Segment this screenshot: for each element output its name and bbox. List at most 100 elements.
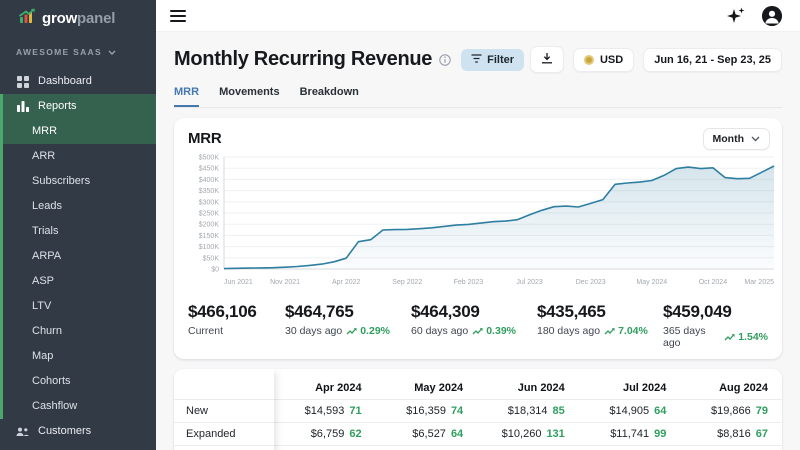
stat-label: 180 days ago 7.04% bbox=[537, 325, 648, 337]
sidebar-item-map[interactable]: Map bbox=[32, 350, 54, 362]
mrr-stats-row: $466,106 Current $464,765 30 days ago 0.… bbox=[188, 302, 768, 349]
export-download-button[interactable] bbox=[529, 46, 564, 73]
currency-label: USD bbox=[599, 53, 624, 66]
filter-button[interactable]: Filter bbox=[461, 48, 525, 71]
top-bar bbox=[156, 0, 800, 32]
sidebar-item-trials[interactable]: Trials bbox=[32, 225, 59, 237]
stat-change: 0.29% bbox=[346, 325, 390, 337]
user-avatar[interactable] bbox=[762, 5, 782, 26]
stat-change: 1.54% bbox=[724, 331, 768, 343]
table-cell: $16,359 74 bbox=[406, 405, 464, 417]
stat-value: $464,765 bbox=[285, 302, 354, 321]
sidebar-item-customers[interactable]: Customers bbox=[0, 419, 156, 444]
svg-text:$50K: $50K bbox=[203, 255, 220, 262]
reports-group: Reports MRR ARR Subscribers Leads Trials… bbox=[0, 94, 156, 419]
sidebar-item-reports[interactable]: Reports bbox=[3, 94, 156, 119]
sidebar-item-label: Dashboard bbox=[38, 75, 92, 87]
svg-text:$300K: $300K bbox=[199, 199, 220, 206]
trend-up-icon bbox=[724, 333, 735, 340]
column-header: Jul 2024 bbox=[622, 382, 667, 394]
table-label-column: New Expanded Reactivated bbox=[174, 369, 274, 450]
table-cell: $11,741 99 bbox=[610, 428, 667, 440]
brand-name: growpanel bbox=[42, 10, 116, 27]
column-header: May 2024 bbox=[414, 382, 464, 394]
coin-icon bbox=[583, 54, 594, 65]
sidebar-item-label: Reports bbox=[38, 100, 77, 112]
table-cell: $3,24813 bbox=[376, 446, 478, 450]
sidebar-item-label: Customers bbox=[38, 425, 92, 437]
period-select[interactable]: Month bbox=[702, 128, 770, 150]
date-range-label: Jun 16, 21 - Sep 23, 25 bbox=[654, 53, 771, 66]
currency-button[interactable]: USD bbox=[572, 47, 635, 72]
table-cell: $3,25614 bbox=[680, 446, 782, 450]
table-cell: $6,759 62 bbox=[310, 428, 362, 440]
chart-title: MRR bbox=[188, 130, 222, 147]
column-header: Apr 2024 bbox=[315, 382, 362, 394]
customers-icon bbox=[16, 427, 29, 437]
svg-text:Jun 2021: Jun 2021 bbox=[224, 279, 253, 286]
info-icon[interactable] bbox=[439, 53, 451, 66]
stat-label: 30 days ago 0.29% bbox=[285, 325, 390, 337]
table-values-area[interactable]: Apr 2024 May 2024 Jun 2024 Jul 2024 Aug … bbox=[274, 369, 782, 450]
mrr-area-chart: $0 $50K $100K $150K $200K $250K $300K $350K $400… bbox=[188, 151, 775, 296]
table-header-row: Apr 2024 May 2024 Jun 2024 Jul 2024 Aug … bbox=[274, 369, 782, 399]
sidebar-item-arr[interactable]: ARR bbox=[32, 150, 56, 162]
brand-logo[interactable]: growpanel bbox=[0, 0, 156, 35]
reports-icon bbox=[16, 101, 29, 112]
stat-30-days: $464,765 30 days ago 0.29% bbox=[285, 302, 411, 349]
svg-text:Apr 2022: Apr 2022 bbox=[332, 279, 361, 286]
sidebar-item-cohorts[interactable]: Cohorts bbox=[32, 375, 71, 387]
stat-value: $464,309 bbox=[411, 302, 480, 321]
trend-up-icon bbox=[346, 327, 357, 334]
svg-text:Mar 2025: Mar 2025 bbox=[744, 279, 774, 286]
sidebar-item-churn[interactable]: Churn bbox=[32, 325, 62, 337]
svg-text:$0: $0 bbox=[211, 267, 219, 274]
stat-label: 60 days ago 0.39% bbox=[411, 325, 516, 337]
stat-value: $459,049 bbox=[663, 302, 732, 321]
svg-text:$350K: $350K bbox=[199, 188, 220, 195]
table-cell: $18,314 85 bbox=[507, 405, 565, 417]
stat-60-days: $464,309 60 days ago 0.39% bbox=[411, 302, 537, 349]
sidebar-item-mrr[interactable]: MRR bbox=[3, 119, 156, 144]
table-cell: $3,29415 bbox=[274, 446, 376, 450]
table-corner-cell bbox=[174, 369, 274, 399]
tab-movements[interactable]: Movements bbox=[219, 86, 280, 98]
sidebar: growpanel AWESOME SAAS Dashboard bbox=[0, 0, 156, 450]
svg-text:$100K: $100K bbox=[199, 244, 220, 251]
sidebar-item-ltv[interactable]: LTV bbox=[32, 300, 52, 312]
stat-value: $435,465 bbox=[537, 302, 606, 321]
main-content: Monthly Recurring Revenue Filter bbox=[156, 32, 800, 450]
date-range-button[interactable]: Jun 16, 21 - Sep 23, 25 bbox=[643, 47, 782, 72]
mrr-chart-card: MRR Month $0 $50K $100K $150K $200K $250K $300… bbox=[174, 118, 782, 359]
tab-breakdown[interactable]: Breakdown bbox=[299, 86, 359, 98]
tab-mrr[interactable]: MRR bbox=[174, 86, 199, 107]
sidebar-item-asp[interactable]: ASP bbox=[32, 275, 55, 287]
trend-up-icon bbox=[472, 327, 483, 334]
workspace-switcher[interactable]: AWESOME SAAS bbox=[0, 35, 156, 65]
svg-text:$250K: $250K bbox=[199, 211, 220, 218]
menu-toggle-icon[interactable] bbox=[170, 9, 186, 22]
table-row-expanded: $6,759 62 $6,527 64 $10,260 131 $11,741 99 $… bbox=[274, 422, 782, 445]
growpanel-logo-icon bbox=[18, 8, 36, 29]
table-cell: $14,905 64 bbox=[609, 405, 667, 417]
svg-text:$450K: $450K bbox=[199, 166, 220, 173]
sidebar-item-arpa[interactable]: ARPA bbox=[32, 250, 62, 262]
svg-text:Jul 2023: Jul 2023 bbox=[516, 279, 543, 286]
svg-text:May 2024: May 2024 bbox=[636, 279, 667, 286]
svg-text:Sep 2022: Sep 2022 bbox=[392, 279, 422, 286]
movements-table-card: New Expanded Reactivated Apr 2024 May 20… bbox=[174, 369, 782, 450]
download-icon bbox=[541, 52, 553, 67]
sidebar-item-dashboard[interactable]: Dashboard bbox=[0, 69, 156, 94]
sidebar-item-subscribers[interactable]: Subscribers bbox=[32, 175, 91, 187]
row-label-reactivated: Reactivated bbox=[174, 445, 274, 450]
column-header: Jun 2024 bbox=[517, 382, 565, 394]
workspace-name: AWESOME SAAS bbox=[16, 47, 102, 57]
sparkles-icon[interactable] bbox=[726, 7, 746, 25]
sidebar-item-cashflow[interactable]: Cashflow bbox=[32, 400, 78, 412]
filter-icon bbox=[471, 53, 482, 66]
svg-text:Dec 2023: Dec 2023 bbox=[576, 279, 606, 286]
stat-label: Current bbox=[188, 325, 224, 337]
filter-button-label: Filter bbox=[487, 53, 515, 66]
table-cell: $19,866 79 bbox=[710, 405, 768, 417]
sidebar-item-leads[interactable]: Leads bbox=[32, 200, 62, 212]
